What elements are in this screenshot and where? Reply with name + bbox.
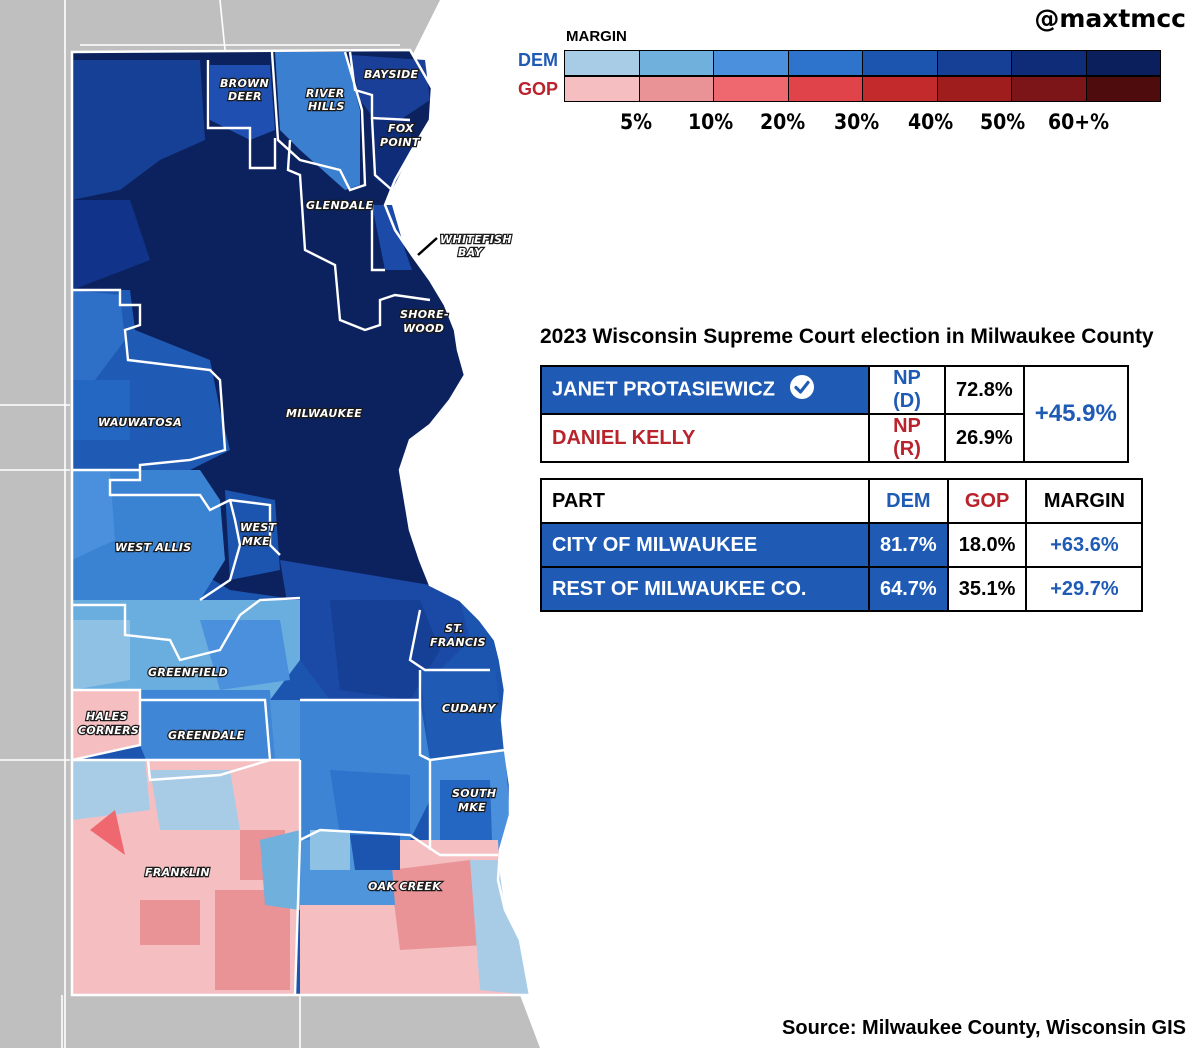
dem-swatch-6	[1012, 51, 1087, 75]
label-brown-deer: BROWN DEER	[220, 77, 269, 103]
legend-gop-label: GOP	[517, 79, 558, 99]
dem-swatch-2	[714, 51, 789, 75]
gop-swatch-2	[714, 77, 789, 101]
author-handle: @maxtmcc	[1034, 4, 1186, 33]
legend-tick-30: 30%	[834, 110, 880, 134]
legend-tick-5: 5%	[620, 110, 653, 134]
row-rest-margin: +29.7%	[1025, 566, 1144, 612]
label-oak-creek: OAK CREEK	[368, 880, 442, 893]
gop-swatch-0	[565, 77, 640, 101]
chart-title: 2023 Wisconsin Supreme Court election in…	[540, 325, 1154, 348]
legend-dem-scale	[564, 50, 1161, 76]
label-bayside: BAYSIDE	[364, 68, 419, 81]
label-milwaukee: MILWAUKEE	[286, 407, 362, 420]
dem-swatch-4	[863, 51, 938, 75]
gop-swatch-4	[863, 77, 938, 101]
header-part: PART	[540, 478, 870, 524]
source-note: Source: Milwaukee County, Wisconsin GIS	[782, 1017, 1186, 1039]
winner-name: JANET PROTASIEWICZ	[552, 378, 775, 401]
legend-tick-10: 10%	[688, 110, 734, 134]
neighbor-county-west	[0, 0, 78, 1048]
table-row: REST OF MILWAUKEE CO. 64.7% 35.1% +29.7%	[540, 566, 1144, 612]
row-city-dem: 81.7%	[868, 522, 949, 568]
row-city-name: CITY OF MILWAUKEE	[540, 522, 870, 568]
winner-pct: 72.8%	[944, 365, 1025, 415]
legend-tick-50: 50%	[980, 110, 1026, 134]
label-wauwatosa: WAUWATOSA	[98, 416, 182, 429]
municipal-boundaries	[71, 51, 506, 996]
label-greendale: GREENDALE	[168, 729, 245, 742]
label-west-mke: WEST MKE	[240, 521, 277, 548]
results-table: JANET PROTASIEWICZ NP (D) 72.8% +45.9% D…	[540, 365, 1129, 463]
table-row: CITY OF MILWAUKEE 81.7% 18.0% +63.6%	[540, 522, 1144, 568]
parts-table: PART DEM GOP MARGIN CITY OF MILWAUKEE 81…	[540, 478, 1144, 612]
dem-swatch-0	[565, 51, 640, 75]
loser-pct: 26.9%	[944, 413, 1025, 463]
legend-dem-label: DEM	[518, 50, 558, 70]
row-rest-dem: 64.7%	[868, 566, 949, 612]
loser-row: DANIEL KELLY NP (R) 26.9%	[540, 413, 1128, 463]
neighbor-county-south	[0, 995, 540, 1048]
label-shorewood: SHORE-WOOD	[400, 308, 449, 335]
loser-party: NP (R)	[868, 413, 946, 463]
dem-swatch-5	[937, 51, 1012, 75]
dem-swatch-1	[639, 51, 714, 75]
label-greenfield: GREENFIELD	[148, 666, 228, 679]
label-franklin: FRANKLIN	[145, 866, 210, 879]
whitefish-bay-pointer	[417, 237, 438, 256]
label-fox-point: FOX POINT	[380, 122, 421, 149]
dem-swatch-3	[788, 51, 863, 75]
legend-tick-60: 60+%	[1048, 110, 1110, 134]
row-rest-name: REST OF MILWAUKEE CO.	[540, 566, 870, 612]
dem-swatch-7	[1086, 51, 1160, 75]
municipality-labels: BROWN DEER RIVER HILLS BAYSIDE FOX POINT GL…	[77, 67, 513, 894]
margin-legend: MARGIN DEM GOP 5% 10% 20% 30% 40% 50% 60…	[512, 28, 1161, 138]
row-city-gop: 18.0%	[946, 522, 1028, 568]
winner-party: NP (D)	[868, 365, 946, 415]
legend-gop-scale	[564, 76, 1161, 102]
label-west-allis: WEST ALLIS	[115, 541, 191, 554]
legend-tick-40: 40%	[908, 110, 954, 134]
winner-row: JANET PROTASIEWICZ NP (D) 72.8% +45.9%	[540, 365, 1129, 463]
gop-swatch-3	[788, 77, 863, 101]
header-margin: MARGIN	[1025, 478, 1144, 524]
legend-tick-20: 20%	[760, 110, 806, 134]
check-icon	[789, 374, 815, 406]
label-whitefish-bay: WHITEFISH BAY	[440, 233, 512, 259]
header-dem: DEM	[868, 478, 949, 524]
legend-title: MARGIN	[566, 28, 627, 45]
label-glendale: GLENDALE	[306, 199, 374, 212]
gop-swatch-5	[937, 77, 1012, 101]
label-south-mke: SOUTH MKE	[452, 787, 496, 814]
gop-swatch-6	[1012, 77, 1087, 101]
row-city-margin: +63.6%	[1025, 522, 1144, 568]
parts-header-row: PART DEM GOP MARGIN	[540, 478, 1144, 524]
header-gop: GOP	[946, 478, 1028, 524]
label-st-francis: ST. FRANCIS	[430, 622, 486, 649]
row-rest-gop: 35.1%	[946, 566, 1028, 612]
winner-name-cell: JANET PROTASIEWICZ	[540, 365, 870, 415]
gop-swatch-1	[639, 77, 714, 101]
label-hales-corners: HALES CORNERS	[78, 710, 139, 737]
gop-swatch-7	[1086, 77, 1160, 101]
label-cudahy: CUDAHY	[442, 702, 496, 715]
loser-name: DANIEL KELLY	[540, 413, 870, 463]
label-river-hills: RIVER HILLS	[306, 87, 345, 113]
overall-margin: +45.9%	[1022, 365, 1129, 463]
